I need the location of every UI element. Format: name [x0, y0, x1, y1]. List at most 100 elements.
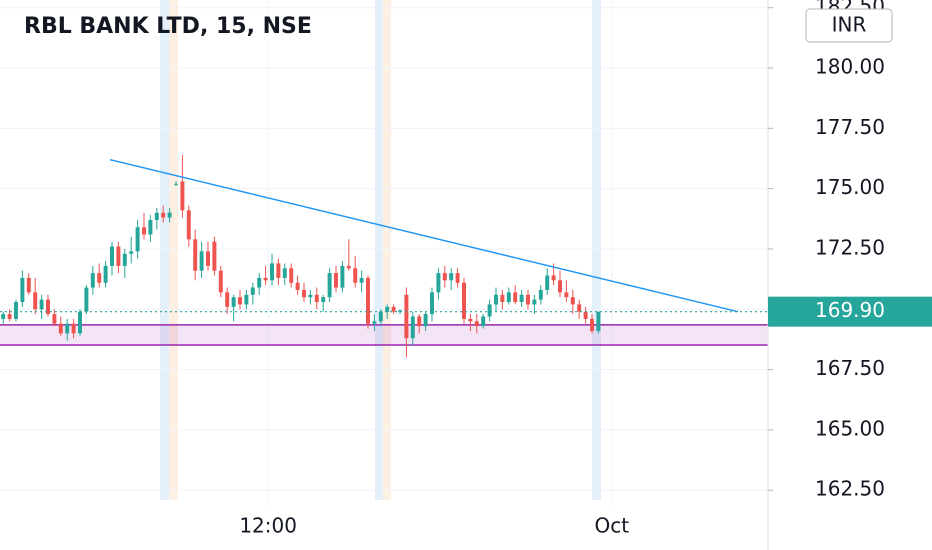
candle-body: [494, 294, 498, 305]
candle-body: [46, 299, 50, 315]
candle-body: [302, 289, 306, 298]
candle-body: [103, 265, 108, 283]
candle-body: [20, 277, 25, 303]
candle-body: [26, 277, 31, 293]
last-price-box: [768, 296, 932, 327]
candle-body: [583, 311, 588, 319]
candle-body: [116, 246, 121, 266]
candle-body: [346, 265, 351, 269]
y-tick-label: 175.00: [815, 175, 885, 199]
candle-body: [417, 316, 422, 327]
candle-body: [14, 302, 18, 319]
candle-body: [135, 227, 140, 252]
candle-body: [289, 268, 294, 283]
candle-body: [577, 304, 582, 312]
y-tick-label: 162.50: [815, 477, 885, 501]
candle-body: [513, 292, 518, 303]
candle-body: [455, 273, 460, 283]
candle-body: [532, 299, 537, 305]
chart-title: RBL BANK LTD, 15, NSE: [24, 14, 312, 39]
candle-body: [161, 212, 166, 218]
candle-body: [385, 306, 390, 312]
candle-body: [218, 270, 223, 293]
candle-body: [545, 275, 550, 290]
candle-body: [596, 311, 601, 331]
candle-body: [154, 212, 159, 220]
candle-body: [372, 321, 377, 324]
candle-body: [71, 323, 76, 334]
last-price-label: 169.90: [815, 298, 885, 322]
zone-fill: [0, 324, 768, 345]
candle-body: [500, 294, 505, 303]
candle-body: [282, 268, 287, 278]
candle-body: [39, 299, 44, 310]
candle-body: [327, 273, 332, 298]
x-tick-label: 12:00: [239, 514, 297, 538]
candle-body: [7, 314, 12, 319]
candle-body: [442, 273, 447, 281]
y-tick-label: 180.00: [815, 55, 885, 79]
candle-body: [378, 311, 383, 322]
zone: [0, 324, 768, 346]
candle-body: [58, 323, 63, 334]
candle-body: [90, 273, 95, 288]
session-band: [383, 0, 391, 500]
y-tick-label: 165.00: [815, 416, 885, 440]
candle-body: [410, 316, 415, 339]
candle-body: [462, 282, 466, 319]
candle-body: [481, 316, 486, 327]
candle-body: [65, 323, 70, 334]
candles: [1, 154, 601, 358]
candle-body: [449, 273, 454, 281]
candle-body: [487, 304, 492, 317]
candle-body: [174, 183, 178, 185]
candle-body: [52, 314, 57, 324]
candle-body: [359, 277, 364, 283]
candle-body: [276, 263, 281, 278]
candle-body: [404, 294, 409, 339]
candle-body: [314, 294, 319, 303]
candle-body: [263, 277, 268, 281]
candle-body: [212, 241, 217, 271]
candle-body: [398, 310, 402, 312]
candle-body: [295, 282, 300, 290]
candle-body: [353, 268, 358, 283]
candle-body: [122, 253, 127, 266]
candle-body: [206, 251, 210, 266]
candle-body: [551, 275, 556, 281]
currency-label[interactable]: INR: [832, 13, 867, 37]
candle-body: [321, 297, 326, 303]
candle-body: [167, 212, 172, 218]
session-band: [169, 0, 178, 500]
trendline: [109, 158, 739, 313]
candle-body: [1, 314, 6, 319]
candle-body: [474, 321, 479, 327]
y-tick-label: 167.50: [815, 356, 885, 380]
candle-body: [436, 273, 441, 293]
candle-body: [199, 251, 204, 271]
candle-body: [33, 292, 38, 310]
candle-body: [570, 297, 575, 305]
candle-body: [423, 314, 428, 327]
candle-body: [538, 289, 543, 300]
currency-button[interactable]: [805, 8, 893, 43]
candle-body: [519, 294, 524, 303]
y-tick-label: 177.50: [815, 115, 885, 139]
candle-body: [110, 246, 114, 266]
candle-body: [231, 297, 236, 307]
candle-body: [564, 292, 569, 298]
candle-body: [250, 287, 255, 295]
y-tick-label: 172.50: [815, 235, 885, 259]
candle-body: [142, 227, 146, 235]
candle-body: [244, 294, 249, 305]
candle-body: [506, 292, 511, 303]
candle-body: [308, 294, 313, 298]
candle-body: [526, 294, 530, 305]
candle-body: [468, 318, 473, 322]
candle-body: [391, 306, 396, 312]
candle-body: [84, 287, 89, 312]
candle-body: [193, 239, 198, 271]
candle-body: [430, 292, 434, 315]
candle-body: [180, 181, 185, 211]
